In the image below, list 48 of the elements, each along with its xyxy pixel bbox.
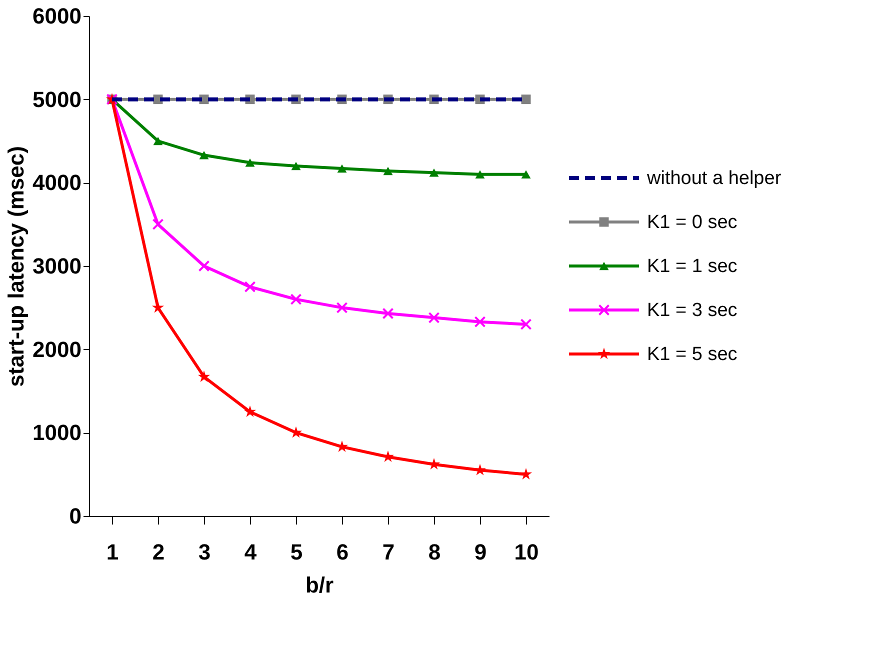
y-tick-label: 2000 bbox=[32, 336, 82, 362]
y-tick-label: 4000 bbox=[32, 170, 82, 196]
point bbox=[244, 281, 256, 293]
legend-label: K1 = 3 sec bbox=[647, 300, 738, 321]
point bbox=[244, 406, 256, 417]
point bbox=[153, 136, 163, 146]
legend-label: without a helper bbox=[646, 168, 782, 189]
x-tick-label: 9 bbox=[474, 540, 487, 564]
point bbox=[429, 168, 439, 177]
y-axis-title: start-up latency (msec) bbox=[4, 146, 29, 387]
x-tick-label: 1 bbox=[106, 540, 119, 564]
point bbox=[290, 294, 302, 306]
point bbox=[152, 301, 164, 313]
x-tick-label: 8 bbox=[428, 540, 441, 564]
x-tick-label: 10 bbox=[514, 540, 539, 564]
point bbox=[337, 164, 347, 173]
point bbox=[198, 260, 210, 272]
point bbox=[198, 370, 210, 382]
point bbox=[199, 151, 209, 160]
point bbox=[152, 218, 164, 230]
point bbox=[474, 316, 486, 328]
point bbox=[520, 468, 532, 480]
y-tick-label: 5000 bbox=[32, 86, 82, 112]
point bbox=[336, 302, 348, 314]
point bbox=[245, 158, 255, 167]
x-tick-label: 4 bbox=[244, 540, 258, 564]
x-tick-label: 6 bbox=[336, 540, 349, 564]
point bbox=[428, 312, 440, 324]
x-tick-label: 5 bbox=[290, 540, 303, 564]
point bbox=[521, 94, 531, 104]
y-tick-label: 6000 bbox=[32, 4, 82, 28]
point bbox=[383, 166, 393, 176]
x-tick-label: 7 bbox=[382, 540, 395, 564]
point bbox=[291, 162, 301, 170]
point bbox=[475, 170, 485, 178]
point bbox=[521, 170, 531, 178]
legend-label: K1 = 5 sec bbox=[647, 344, 738, 365]
point bbox=[520, 318, 532, 330]
legend-label: K1 = 1 sec bbox=[647, 256, 738, 277]
y-tick-label: 0 bbox=[69, 504, 82, 528]
point bbox=[428, 458, 440, 470]
y-tick-label: 3000 bbox=[32, 254, 82, 278]
point bbox=[382, 308, 394, 320]
y-tick-label: 1000 bbox=[32, 420, 82, 446]
x-axis-title: b/r bbox=[305, 572, 334, 598]
x-tick-label: 2 bbox=[152, 540, 165, 564]
x-tick-label: 3 bbox=[198, 540, 211, 564]
legend-label: K1 = 0 sec bbox=[647, 212, 738, 233]
